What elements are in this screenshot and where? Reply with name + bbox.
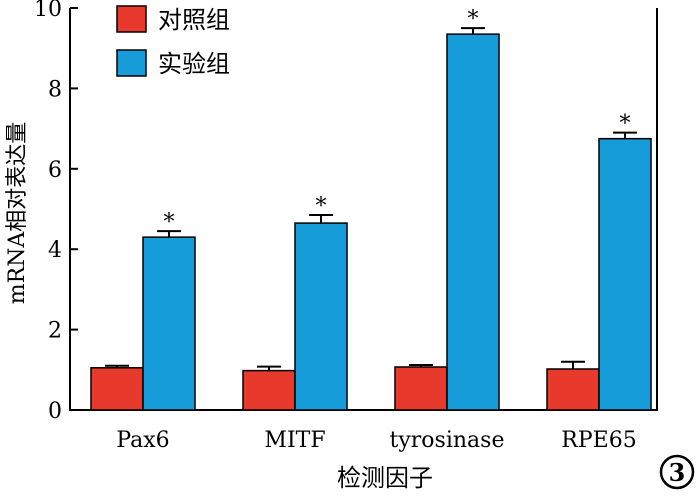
legend-swatch [116,49,147,77]
labels: 0 2 4 6 8 10 * Pax6 * MITF * tyrosinase * RPE65 [34,0,637,453]
y-axis-label: mRNA相对表达量 [5,122,30,305]
significance-marker: * [620,112,631,137]
y-tick-label: 10 [34,0,62,22]
bar [394,366,448,411]
x-tick-label: Pax6 [116,428,169,453]
legend-swatch [116,5,147,33]
significance-marker: * [468,7,479,32]
y-tick-label: 6 [48,158,62,183]
panel-label-text: 3 [669,458,686,487]
panel-label-circle [659,454,695,490]
axes [69,7,658,411]
axis-frame [69,8,658,411]
x-axis-label: 检测因子 [337,464,433,492]
x-tick-label: MITF [264,428,325,453]
x-tick-label: tyrosinase [390,428,505,453]
y-tick-label: 4 [48,238,62,263]
panel-label: 3 [659,454,695,490]
y-tick-label: 8 [48,77,62,102]
y-tick-label: 2 [48,319,62,344]
bar [546,368,600,411]
bar [90,367,144,411]
y-tick-label: 0 [48,399,62,424]
bar [446,33,500,411]
bar [294,222,348,411]
x-tick-label: RPE65 [561,428,636,453]
legend-label: 实验组 [158,50,230,78]
bar [142,236,196,411]
bar [242,369,296,411]
significance-marker: * [316,194,327,219]
bar [598,137,652,411]
legend-label: 对照组 [158,6,230,34]
bars [90,27,652,411]
significance-marker: * [164,210,175,235]
